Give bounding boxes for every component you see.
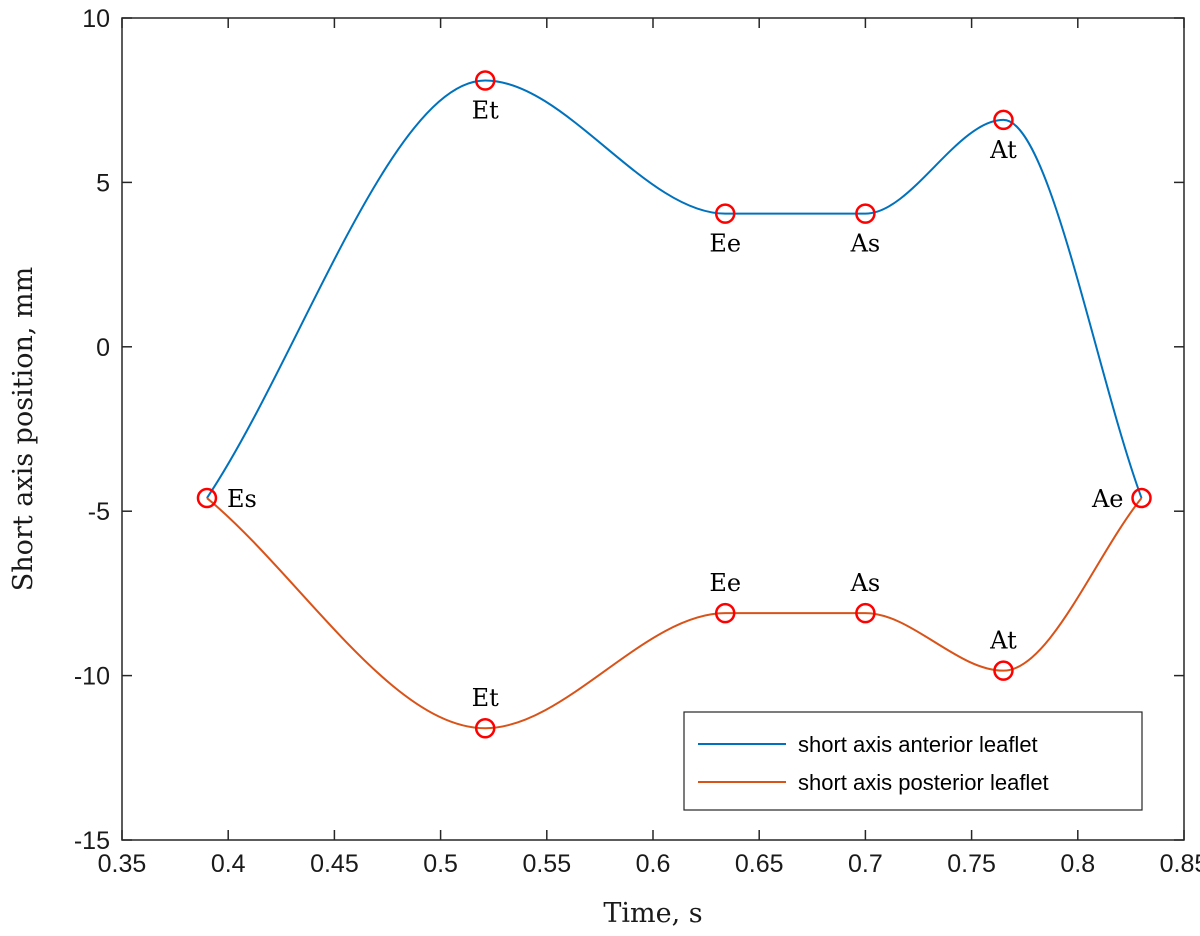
legend-label-anterior: short axis anterior leaflet: [798, 732, 1038, 757]
y-tick-label: 5: [96, 169, 110, 197]
x-tick-label: 0.35: [98, 850, 147, 878]
axis-tick-labels: 0.35 0.4 0.45 0.5 0.55 0.6 0.65 0.7 0.75 0.8 0.85 1…: [74, 5, 1200, 878]
series-line-1: [206, 497, 1143, 730]
legend: short axis anterior leaflet short axis p…: [683, 711, 1143, 811]
key-point-label: Ee: [709, 230, 741, 258]
key-point-label: Ae: [1091, 485, 1124, 513]
x-tick-label: 0.75: [947, 850, 996, 878]
key-point-label: As: [850, 230, 881, 258]
legend-label-posterior: short axis posterior leaflet: [798, 770, 1049, 795]
x-tick-label: 0.85: [1160, 850, 1200, 878]
key-point-marker: [993, 660, 1014, 681]
key-point-marker: [714, 203, 736, 224]
key-point-marker: [993, 109, 1014, 131]
x-tick-label: 0.8: [1060, 850, 1095, 878]
series-lines: [206, 79, 1143, 730]
key-point-label: At: [989, 627, 1017, 655]
series-line-0: [206, 79, 1143, 499]
key-point-marker: [474, 70, 496, 91]
key-point-label: Et: [472, 684, 500, 712]
x-tick-label: 0.65: [735, 850, 784, 878]
key-point-labels: Es Et Ee As At Ae Et Ee As At: [227, 96, 1124, 712]
y-tick-label: 0: [96, 334, 110, 362]
key-point-marker: [855, 203, 876, 224]
key-point-marker: [855, 602, 876, 624]
y-tick-label: -5: [88, 498, 110, 526]
x-tick-label: 0.7: [848, 850, 883, 878]
y-tick-label: -15: [74, 827, 110, 855]
y-tick-label: 10: [82, 5, 110, 33]
x-tick-label: 0.5: [423, 850, 458, 878]
axis-ticks: [121, 17, 1185, 841]
key-point-marker: [196, 487, 218, 509]
key-point-label: Ee: [709, 569, 741, 597]
key-point-marker: [474, 717, 496, 739]
x-axis-label: Time, s: [603, 898, 702, 929]
key-point-label: As: [850, 569, 881, 597]
x-tick-label: 0.6: [636, 850, 671, 878]
x-tick-label: 0.45: [310, 850, 359, 878]
key-point-markers: [196, 70, 1152, 739]
x-tick-label: 0.55: [522, 850, 571, 878]
legend-box: [683, 711, 1143, 811]
plot-area: [121, 17, 1185, 841]
key-point-marker: [714, 602, 736, 624]
key-point-label: Es: [227, 485, 257, 513]
key-point-label: At: [989, 136, 1017, 164]
key-point-marker: [1131, 487, 1152, 509]
y-tick-label: -10: [74, 663, 110, 691]
y-axis-label: Short axis position, mm: [8, 267, 39, 591]
key-point-label: Et: [472, 96, 500, 124]
x-tick-label: 0.4: [211, 850, 246, 878]
